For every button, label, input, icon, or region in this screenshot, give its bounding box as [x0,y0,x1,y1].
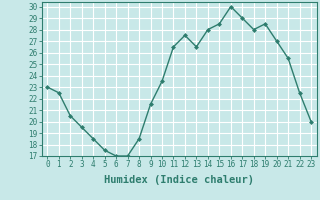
X-axis label: Humidex (Indice chaleur): Humidex (Indice chaleur) [104,175,254,185]
